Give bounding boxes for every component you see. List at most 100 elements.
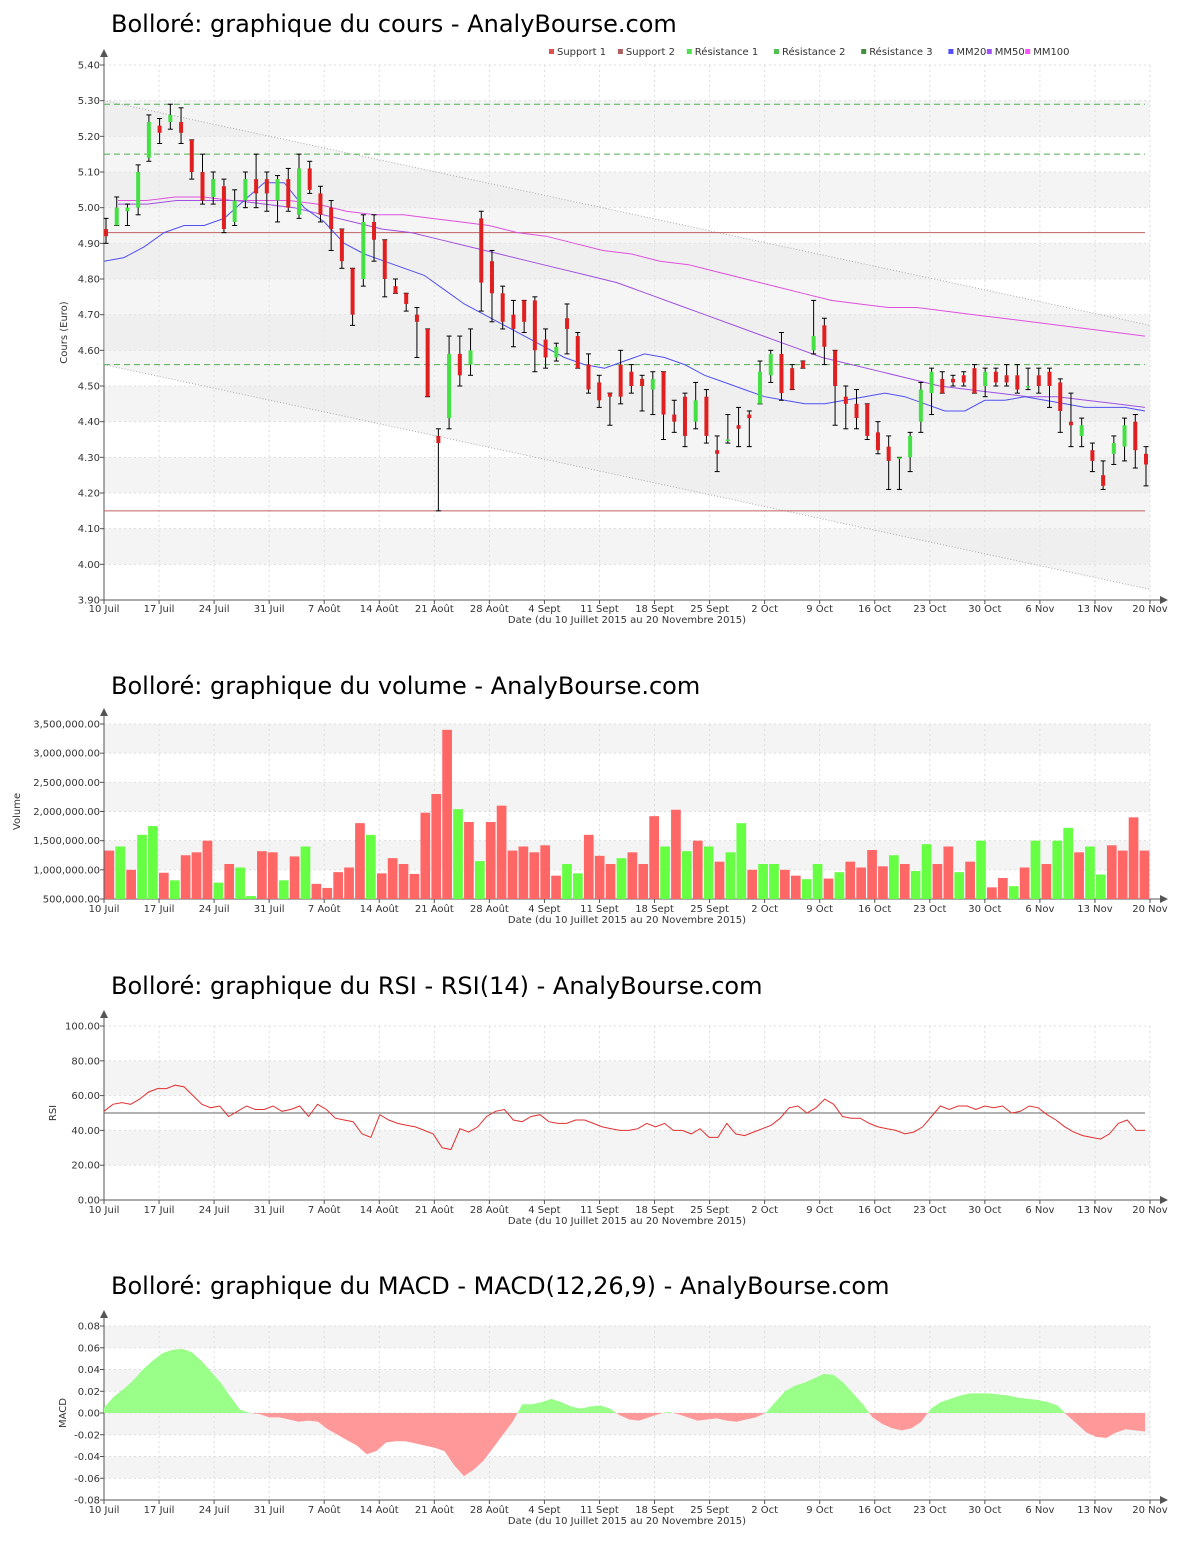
volume-bar: [736, 823, 747, 899]
legend-swatch: [686, 49, 692, 54]
candle-body: [929, 371, 934, 394]
legend-swatch: [861, 49, 867, 54]
volume-bar: [867, 850, 877, 899]
candle-body: [522, 300, 527, 322]
x-tick-label: 11 Sept: [580, 1205, 619, 1216]
x-tick-label: 6 Nov: [1025, 604, 1054, 615]
x-tick-label: 4 Sept: [528, 904, 560, 915]
y-tick-label: 4.00: [78, 560, 100, 571]
x-tick-label: 2 Oct: [751, 604, 778, 615]
legend-label: Résistance 3: [869, 46, 932, 58]
grid-band: [104, 528, 1150, 565]
candle-body: [1004, 375, 1009, 383]
candle-body: [972, 368, 977, 394]
volume-bar: [333, 872, 344, 899]
volume-bar: [987, 887, 997, 899]
candle-body: [511, 314, 516, 329]
candle-body: [339, 229, 344, 262]
volume-bar: [202, 840, 213, 899]
x-tick-label: 31 Juil: [254, 904, 285, 915]
x-axis-label: Date (du 10 Juillet 2015 au 20 Novembre …: [508, 615, 746, 626]
grid-band: [104, 1060, 1150, 1096]
x-tick-label: 4 Sept: [528, 1505, 560, 1516]
candle-body: [211, 179, 216, 197]
x-tick-label: 23 Oct: [913, 1205, 946, 1216]
y-tick-label: 3,500,000.00: [33, 720, 100, 731]
candle-body: [843, 396, 848, 404]
candle-body: [361, 221, 366, 279]
volume-bar: [834, 872, 845, 899]
y-tick-label: 0.00: [78, 1196, 100, 1207]
candle-body: [682, 396, 687, 436]
volume-bar: [573, 873, 583, 899]
x-tick-label: 21 Août: [415, 1504, 454, 1516]
volume-bar: [115, 846, 126, 899]
volume-bar: [213, 882, 224, 899]
x-tick-label: 17 Juil: [144, 1505, 175, 1516]
y-tick-label: 5.30: [78, 96, 100, 107]
y-tick-label: -0.02: [74, 1430, 100, 1441]
volume-bar: [1128, 817, 1139, 899]
x-axis-label: Date (du 10 Juillet 2015 au 20 Novembre …: [508, 915, 746, 926]
candle-body: [1015, 375, 1020, 390]
x-axis-arrow: [1160, 1196, 1168, 1204]
legend-label: MM100: [1033, 47, 1069, 58]
grid-band: [104, 1369, 1150, 1392]
candle-body: [243, 179, 248, 201]
x-tick-label: 7 Août: [308, 903, 341, 915]
x-tick-label: 24 Juil: [199, 1505, 230, 1516]
x-tick-label: 28 Août: [470, 1204, 509, 1216]
macd-chart-title: Bolloré: graphique du MACD - MACD(12,26,…: [111, 1272, 890, 1300]
volume-bar: [257, 851, 267, 899]
y-tick-label: 0.00: [78, 1409, 100, 1420]
volume-bar: [518, 846, 529, 899]
x-tick-label: 10 Juil: [89, 604, 120, 615]
rsi-chart-title: Bolloré: graphique du RSI - RSI(14) - An…: [111, 972, 763, 1000]
macd-positive-area: [765, 1373, 870, 1413]
candle-body: [489, 261, 494, 294]
x-tick-label: 7 Août: [308, 1204, 341, 1216]
volume-bar: [889, 855, 899, 899]
candle-body: [264, 179, 269, 194]
y-tick-label: 4.80: [78, 275, 100, 286]
x-axis-arrow: [1160, 1496, 1168, 1504]
volume-bar: [1008, 886, 1019, 899]
y-tick-label: -0.06: [74, 1474, 100, 1485]
volume-bar: [507, 850, 518, 899]
x-tick-label: 9 Oct: [806, 904, 833, 915]
volume-bar: [409, 873, 420, 899]
legend-swatch: [617, 49, 623, 54]
x-tick-label: 4 Sept: [528, 604, 560, 615]
candle-body: [114, 207, 119, 226]
x-tick-label: 7 Août: [308, 603, 341, 615]
volume-bar: [300, 846, 311, 899]
candle-body: [1036, 375, 1041, 386]
volume-bar: [976, 840, 986, 899]
y-axis-label: Volume: [12, 793, 23, 830]
y-tick-label: 60.00: [71, 1091, 100, 1102]
candle-body: [221, 186, 226, 230]
macd-positive-area: [517, 1398, 617, 1413]
y-tick-label: 5.20: [78, 132, 100, 143]
candle-body: [500, 293, 505, 322]
grid-band: [104, 782, 1150, 812]
candle-body: [886, 446, 891, 461]
legend-swatch: [948, 49, 954, 54]
y-axis-label: Cours (Euro): [59, 301, 70, 364]
candle-body: [993, 371, 998, 383]
y-axis-arrow: [100, 1010, 108, 1018]
y-tick-label: 80.00: [71, 1056, 100, 1067]
x-tick-label: 21 Août: [415, 1204, 454, 1216]
y-tick-label: 4.90: [78, 239, 100, 250]
volume-bar: [594, 855, 605, 899]
volume-bar: [148, 826, 158, 899]
volume-bar: [126, 869, 136, 899]
y-tick-label: 0.08: [78, 1322, 100, 1333]
y-tick-label: 4.60: [78, 346, 100, 357]
x-tick-label: 7 Août: [308, 1504, 341, 1516]
macd-negative-area: [869, 1413, 928, 1431]
volume-bar: [246, 896, 256, 899]
x-tick-label: 31 Juil: [254, 1205, 285, 1216]
candle-body: [168, 114, 173, 123]
y-tick-label: 0.04: [78, 1365, 100, 1376]
